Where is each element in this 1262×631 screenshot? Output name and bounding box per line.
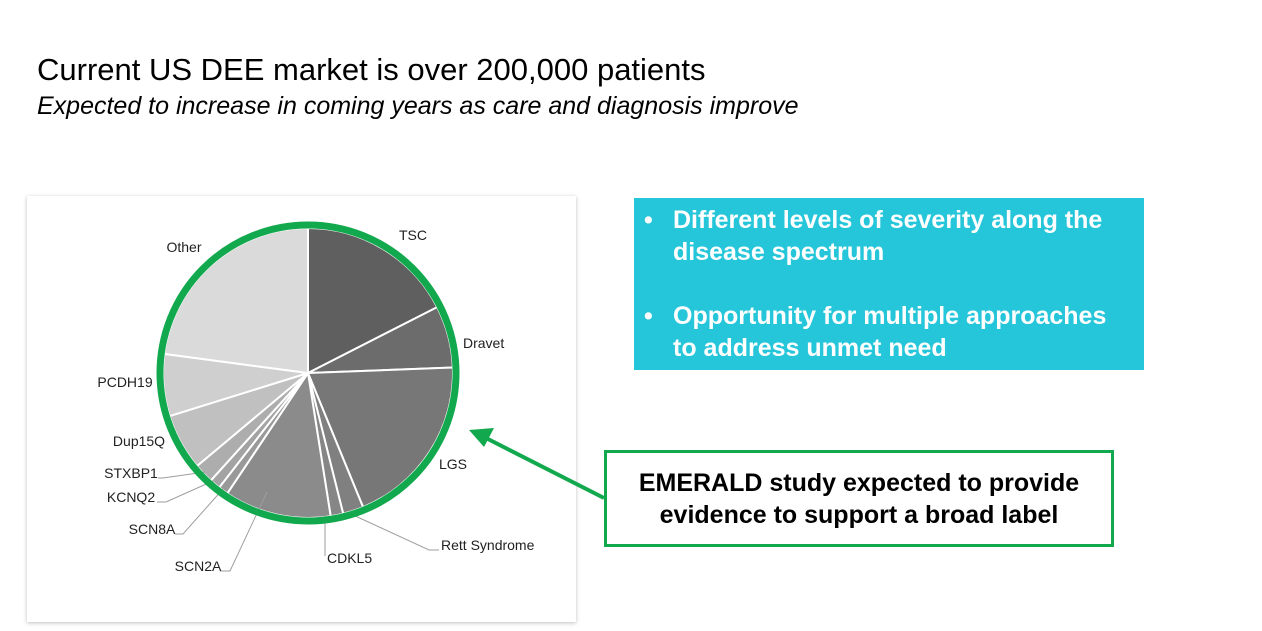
slice-label: KCNQ2: [107, 489, 155, 505]
leader-line: [158, 471, 206, 479]
pie-leader-lines: [157, 471, 439, 572]
leader-line: [350, 513, 439, 551]
leader-line: [157, 480, 214, 503]
page-title: Current US DEE market is over 200,000 pa…: [37, 52, 706, 87]
info-bullet: Different levels of severity along the d…: [644, 204, 1124, 268]
info-bullet: Opportunity for multiple approaches to a…: [644, 300, 1124, 364]
slice-label: TSC: [399, 227, 427, 243]
pie-chart: TSC Dravet LGS Rett Syndrome CDKL5 SCN2A SCN8A…: [97, 221, 535, 574]
info-bullet-list: Different levels of severity along the d…: [644, 204, 1124, 364]
pie-labels: TSC Dravet LGS Rett Syndrome CDKL5 SCN2A SCN8A…: [97, 227, 534, 574]
slice-label: Dup15Q: [113, 433, 165, 449]
slice-label: LGS: [439, 456, 467, 472]
info-box: Different levels of severity along the d…: [634, 198, 1144, 370]
leader-line: [220, 491, 268, 572]
emerald-callout-box: EMERALD study expected to provide eviden…: [604, 450, 1114, 547]
callout-text: EMERALD study expected to provide eviden…: [638, 468, 1080, 529]
pie-slices: [162, 226, 454, 519]
slice-label: CDKL5: [327, 550, 372, 566]
page-subtitle: Expected to increase in coming years as …: [37, 92, 799, 120]
leader-line: [175, 488, 224, 535]
highlight-ring: [156, 221, 460, 525]
slice-label: STXBP1: [104, 465, 158, 481]
pie-chart-card: TSC Dravet LGS Rett Syndrome CDKL5 SCN2A SCN8A…: [27, 196, 576, 622]
slice-label: PCDH19: [97, 374, 152, 390]
slice-label: Rett Syndrome: [441, 537, 535, 553]
slice-label: Dravet: [463, 335, 504, 351]
slice-label: SCN8A: [129, 521, 176, 537]
slice-label: SCN2A: [175, 558, 222, 574]
slice-label: Other: [166, 239, 201, 255]
